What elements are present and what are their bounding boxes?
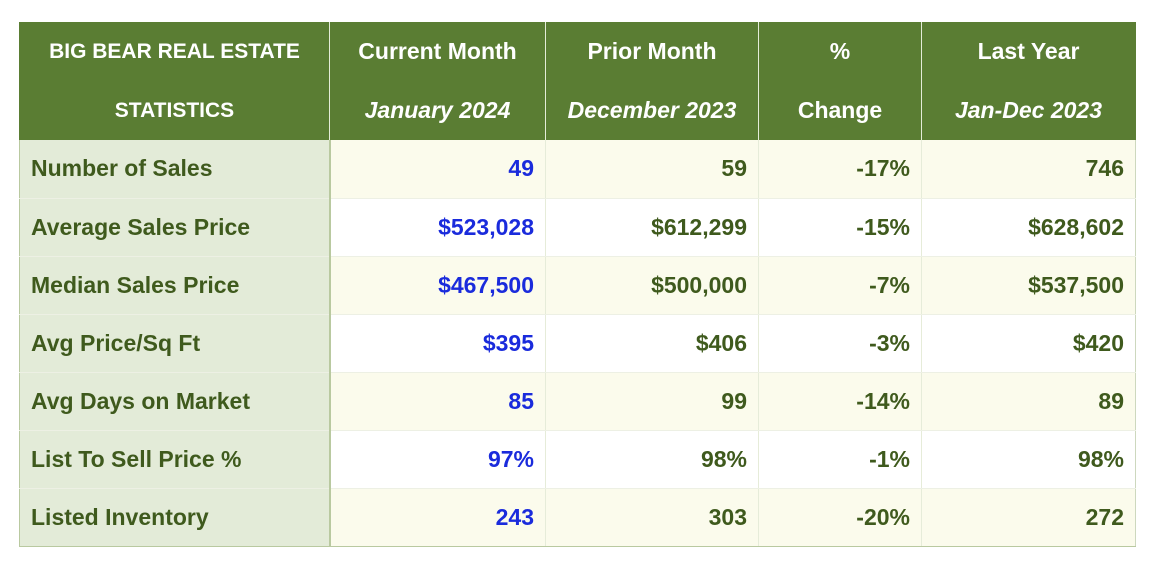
- table-row: List To Sell Price % 97% 98% -1% 98%: [19, 430, 1136, 489]
- last-year-value: 98%: [921, 430, 1136, 489]
- current-month-header: Current Month: [329, 22, 546, 81]
- last-year-period-header: Jan-Dec 2023: [921, 81, 1136, 140]
- last-year-value: $420: [921, 314, 1136, 373]
- percent-symbol-header: %: [758, 22, 922, 81]
- percent-change-value: -15%: [758, 198, 922, 257]
- row-label: Avg Days on Market: [19, 372, 331, 431]
- percent-change-value: -3%: [758, 314, 922, 373]
- prior-period-header: December 2023: [545, 81, 759, 140]
- percent-change-value: -20%: [758, 488, 922, 547]
- real-estate-statistics-table: BIG BEAR REAL ESTATE Current Month Prior…: [19, 22, 1136, 547]
- last-year-value: $537,500: [921, 256, 1136, 315]
- table-title-line2: STATISTICS: [19, 81, 330, 140]
- percent-change-value: -7%: [758, 256, 922, 315]
- row-label: List To Sell Price %: [19, 430, 331, 489]
- current-month-value: 97%: [329, 430, 546, 489]
- prior-month-value: $406: [545, 314, 759, 373]
- prior-month-value: $500,000: [545, 256, 759, 315]
- prior-month-value: 98%: [545, 430, 759, 489]
- table-row: Avg Price/Sq Ft $395 $406 -3% $420: [19, 314, 1136, 373]
- percent-change-value: -14%: [758, 372, 922, 431]
- last-year-value: $628,602: [921, 198, 1136, 257]
- prior-month-value: 303: [545, 488, 759, 547]
- prior-month-header: Prior Month: [545, 22, 759, 81]
- current-month-value: 49: [329, 140, 546, 199]
- percent-change-value: -1%: [758, 430, 922, 489]
- last-year-value: 272: [921, 488, 1136, 547]
- last-year-value: 746: [921, 140, 1136, 199]
- current-month-value: $523,028: [329, 198, 546, 257]
- row-label: Median Sales Price: [19, 256, 331, 315]
- change-header: Change: [758, 81, 922, 140]
- current-month-value: $395: [329, 314, 546, 373]
- prior-month-value: 59: [545, 140, 759, 199]
- row-label: Average Sales Price: [19, 198, 331, 257]
- current-month-value: 243: [329, 488, 546, 547]
- row-label: Avg Price/Sq Ft: [19, 314, 331, 373]
- table-row: Listed Inventory 243 303 -20% 272: [19, 488, 1136, 547]
- prior-month-value: 99: [545, 372, 759, 431]
- table-row: Number of Sales 49 59 -17% 746: [19, 140, 1136, 199]
- table-row: Avg Days on Market 85 99 -14% 89: [19, 372, 1136, 431]
- header-row-bottom: STATISTICS January 2024 December 2023 Ch…: [19, 81, 1136, 140]
- current-period-header: January 2024: [329, 81, 546, 140]
- current-month-value: 85: [329, 372, 546, 431]
- percent-change-value: -17%: [758, 140, 922, 199]
- row-label: Number of Sales: [19, 140, 331, 199]
- header-row-top: BIG BEAR REAL ESTATE Current Month Prior…: [19, 22, 1136, 81]
- prior-month-value: $612,299: [545, 198, 759, 257]
- table-title-line1: BIG BEAR REAL ESTATE: [19, 22, 330, 81]
- row-label: Listed Inventory: [19, 488, 331, 547]
- table-row: Average Sales Price $523,028 $612,299 -1…: [19, 198, 1136, 257]
- last-year-header: Last Year: [921, 22, 1136, 81]
- current-month-value: $467,500: [329, 256, 546, 315]
- table-row: Median Sales Price $467,500 $500,000 -7%…: [19, 256, 1136, 315]
- last-year-value: 89: [921, 372, 1136, 431]
